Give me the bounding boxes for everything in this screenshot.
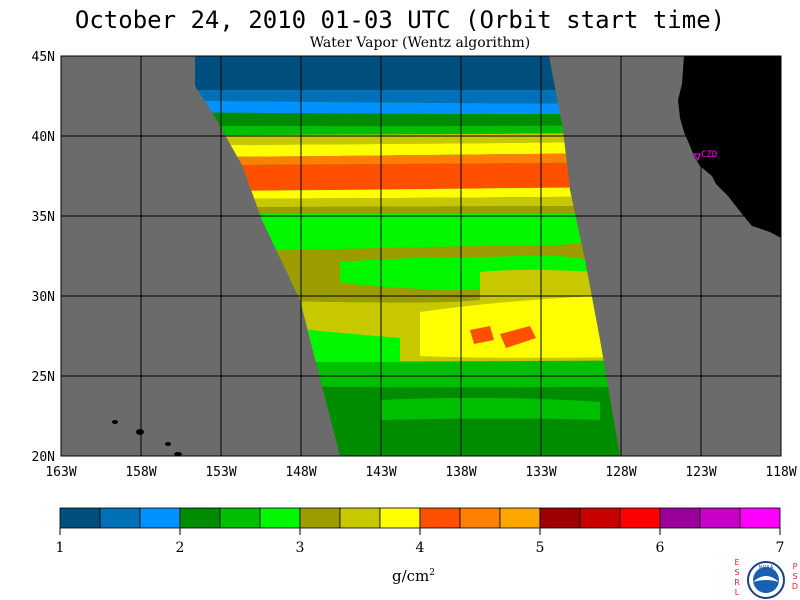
lon-label: 158W (125, 465, 156, 480)
lon-label: 148W (285, 465, 316, 480)
colorbar-swatch (99, 507, 141, 529)
colorbar-tick-label: 3 (296, 540, 305, 556)
station-marker-czd: CZD (693, 150, 717, 162)
colorbar-swatch (659, 507, 701, 529)
lon-label: 133W (525, 465, 556, 480)
colorbar-swatch (459, 507, 501, 529)
lat-label: 40N (32, 130, 55, 145)
colorbar-swatch (579, 507, 621, 529)
lon-label: 118W (765, 465, 796, 480)
hawaii-islands (112, 420, 182, 456)
map-subtitle: Water Vapor (Wentz algorithm) (309, 35, 531, 51)
lon-label: 138W (445, 465, 476, 480)
graticule (61, 56, 781, 456)
colorbar-tick-label: 2 (176, 540, 185, 556)
colorbar-swatch (59, 507, 101, 529)
lat-label: 30N (32, 290, 55, 305)
logo-center-text: NOAA (759, 565, 774, 571)
colorbar-swatch (179, 507, 221, 529)
colorbar-tick-label: 7 (776, 540, 785, 556)
colorbar-swatch (619, 507, 661, 529)
colorbar-swatch (139, 507, 181, 529)
map-title: October 24, 2010 01-03 UTC (Orbit start … (74, 6, 726, 34)
colorbar-swatch (339, 507, 381, 529)
colorbar-swatch (259, 507, 301, 529)
colorbar-tick-label: 6 (656, 540, 665, 556)
colorbar-swatch (219, 507, 261, 529)
colorbar-swatch (299, 507, 341, 529)
colorbar-ticks: 1 2 3 4 5 6 7 (56, 528, 785, 556)
colorbar-swatch (539, 507, 581, 529)
colorbar-swatch (739, 507, 781, 529)
lon-label: 123W (685, 465, 716, 480)
lon-label: 143W (365, 465, 396, 480)
station-icon (693, 153, 701, 162)
lon-label: 128W (605, 465, 636, 480)
lon-label: 153W (205, 465, 236, 480)
lat-label: 25N (32, 370, 55, 385)
lat-label: 35N (32, 210, 55, 225)
colorbar-swatch (379, 507, 421, 529)
longitude-labels: 163W 158W 153W 148W 143W 138W 133W 128W 123W 118W (45, 465, 796, 480)
california-land (678, 56, 781, 238)
latitude-labels: 45N 40N 35N 30N 25N 20N (32, 50, 55, 465)
colorbar-swatch (699, 507, 741, 529)
colorbar-units: g/cm2 (392, 567, 436, 585)
colorbar-tick-label: 5 (536, 540, 545, 556)
colorbar-swatch (499, 507, 541, 529)
noaa-emblem-icon: NOAA (747, 561, 785, 599)
colorbar-tick-label: 4 (416, 540, 425, 556)
colorbar-tick-label: 1 (56, 540, 65, 556)
station-label: CZD (701, 150, 717, 160)
colorbar-swatch (419, 507, 461, 529)
lat-label: 45N (32, 50, 55, 65)
colorbar (59, 507, 781, 529)
lat-label: 20N (32, 450, 55, 465)
map-frame (60, 55, 782, 457)
lon-label: 163W (45, 465, 76, 480)
